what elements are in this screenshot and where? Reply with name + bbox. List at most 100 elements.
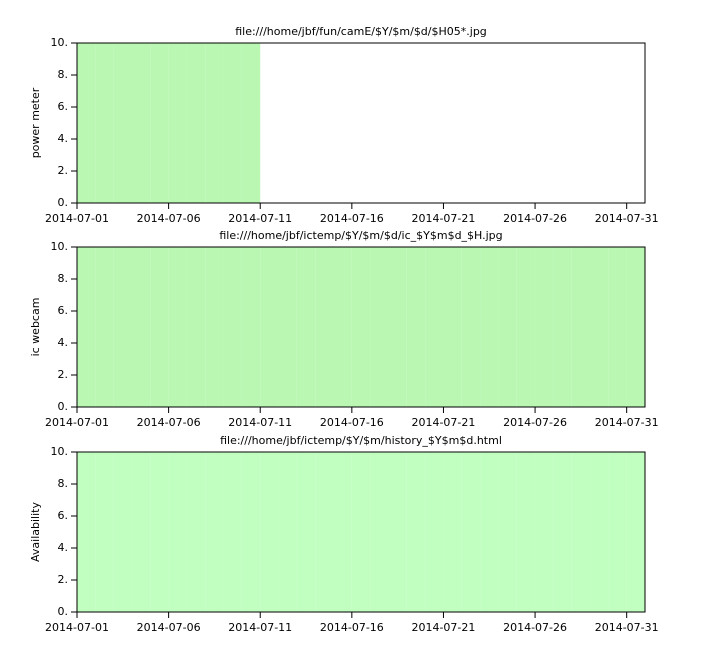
bar [186, 247, 206, 407]
bar [351, 247, 371, 407]
bar [553, 247, 572, 407]
x-tick-label: 2014-07-21 [411, 212, 475, 225]
bar [516, 452, 536, 612]
bar [131, 452, 151, 612]
bar [260, 452, 279, 612]
x-tick-label: 2014-07-26 [503, 416, 567, 429]
x-tick-label: 2014-07-26 [503, 621, 567, 634]
y-tick-label: 0. [58, 400, 69, 413]
x-tick-label: 2014-07-31 [595, 212, 659, 225]
bar [333, 247, 352, 407]
x-tick-label: 2014-07-16 [320, 212, 384, 225]
chart-title: file:///home/jbf/ictemp/$Y/$m/$d/ic_$Y$m… [219, 229, 502, 242]
bar [388, 452, 407, 612]
bar [406, 247, 426, 407]
bar [498, 452, 517, 612]
bar [150, 452, 169, 612]
bar [590, 452, 609, 612]
x-tick-label: 2014-07-01 [45, 621, 109, 634]
y-tick-label: 8. [58, 272, 69, 285]
y-tick-label: 8. [58, 68, 69, 81]
bar [186, 43, 206, 203]
bar [241, 43, 261, 203]
bar [205, 43, 224, 203]
bar [77, 452, 96, 612]
bar [480, 247, 499, 407]
y-axis-label: power meter [29, 87, 42, 158]
plot-frame [76, 42, 646, 204]
x-tick-label: 2014-07-26 [503, 212, 567, 225]
bar [425, 247, 444, 407]
bar [370, 452, 389, 612]
bar [443, 247, 462, 407]
y-tick-label: 4. [58, 132, 69, 145]
bar [626, 247, 645, 407]
bar [626, 452, 645, 612]
x-tick-label: 2014-07-31 [595, 621, 659, 634]
y-tick-label: 4. [58, 336, 69, 349]
bar [205, 452, 224, 612]
bar [333, 452, 352, 612]
bar [461, 247, 481, 407]
x-tick-label: 2014-07-11 [228, 416, 292, 429]
y-tick-label: 8. [58, 477, 69, 490]
bar [131, 247, 151, 407]
plot-frame [76, 451, 646, 613]
bar [406, 452, 426, 612]
y-tick-label: 10. [51, 445, 69, 458]
bar [480, 452, 499, 612]
chart-title: file:///home/jbf/fun/camE/$Y/$m/$d/$H05*… [235, 25, 487, 38]
bar [571, 247, 591, 407]
chart-title: file:///home/jbf/ictemp/$Y/$m/history_$Y… [220, 434, 502, 447]
bar [278, 452, 297, 612]
x-tick-label: 2014-07-01 [45, 212, 109, 225]
x-tick-label: 2014-07-06 [137, 621, 201, 634]
bar [168, 452, 187, 612]
bar [223, 452, 242, 612]
bar [223, 43, 242, 203]
x-tick-label: 2014-07-21 [411, 416, 475, 429]
y-tick-label: 6. [58, 100, 69, 113]
x-tick-label: 2014-07-11 [228, 212, 292, 225]
bar [95, 452, 114, 612]
bar [535, 452, 554, 612]
bar [461, 452, 481, 612]
bar [77, 43, 96, 203]
x-tick-label: 2014-07-31 [595, 416, 659, 429]
bar [608, 247, 627, 407]
bar [388, 247, 407, 407]
x-tick-label: 2014-07-06 [137, 416, 201, 429]
y-axis-label: ic webcam [29, 298, 42, 357]
bar [205, 247, 224, 407]
bar [498, 247, 517, 407]
y-tick-label: 4. [58, 541, 69, 554]
bar [241, 247, 261, 407]
x-tick-label: 2014-07-16 [320, 621, 384, 634]
bar [150, 43, 169, 203]
bar [315, 452, 334, 612]
y-tick-label: 2. [58, 573, 69, 586]
bar [571, 452, 591, 612]
y-tick-label: 0. [58, 196, 69, 209]
plot-frame [76, 246, 646, 408]
bar [113, 452, 132, 612]
bar [425, 452, 444, 612]
x-tick-label: 2014-07-01 [45, 416, 109, 429]
y-axis-label: Availability [29, 502, 42, 562]
bar [260, 247, 279, 407]
y-tick-label: 6. [58, 509, 69, 522]
bar [315, 247, 334, 407]
bar [77, 247, 96, 407]
bar [516, 247, 536, 407]
bar [351, 452, 371, 612]
bar [113, 247, 132, 407]
bar [296, 452, 316, 612]
y-tick-label: 2. [58, 164, 69, 177]
x-tick-label: 2014-07-06 [137, 212, 201, 225]
y-tick-label: 6. [58, 304, 69, 317]
bar [131, 43, 151, 203]
bar [186, 452, 206, 612]
y-tick-label: 2. [58, 368, 69, 381]
